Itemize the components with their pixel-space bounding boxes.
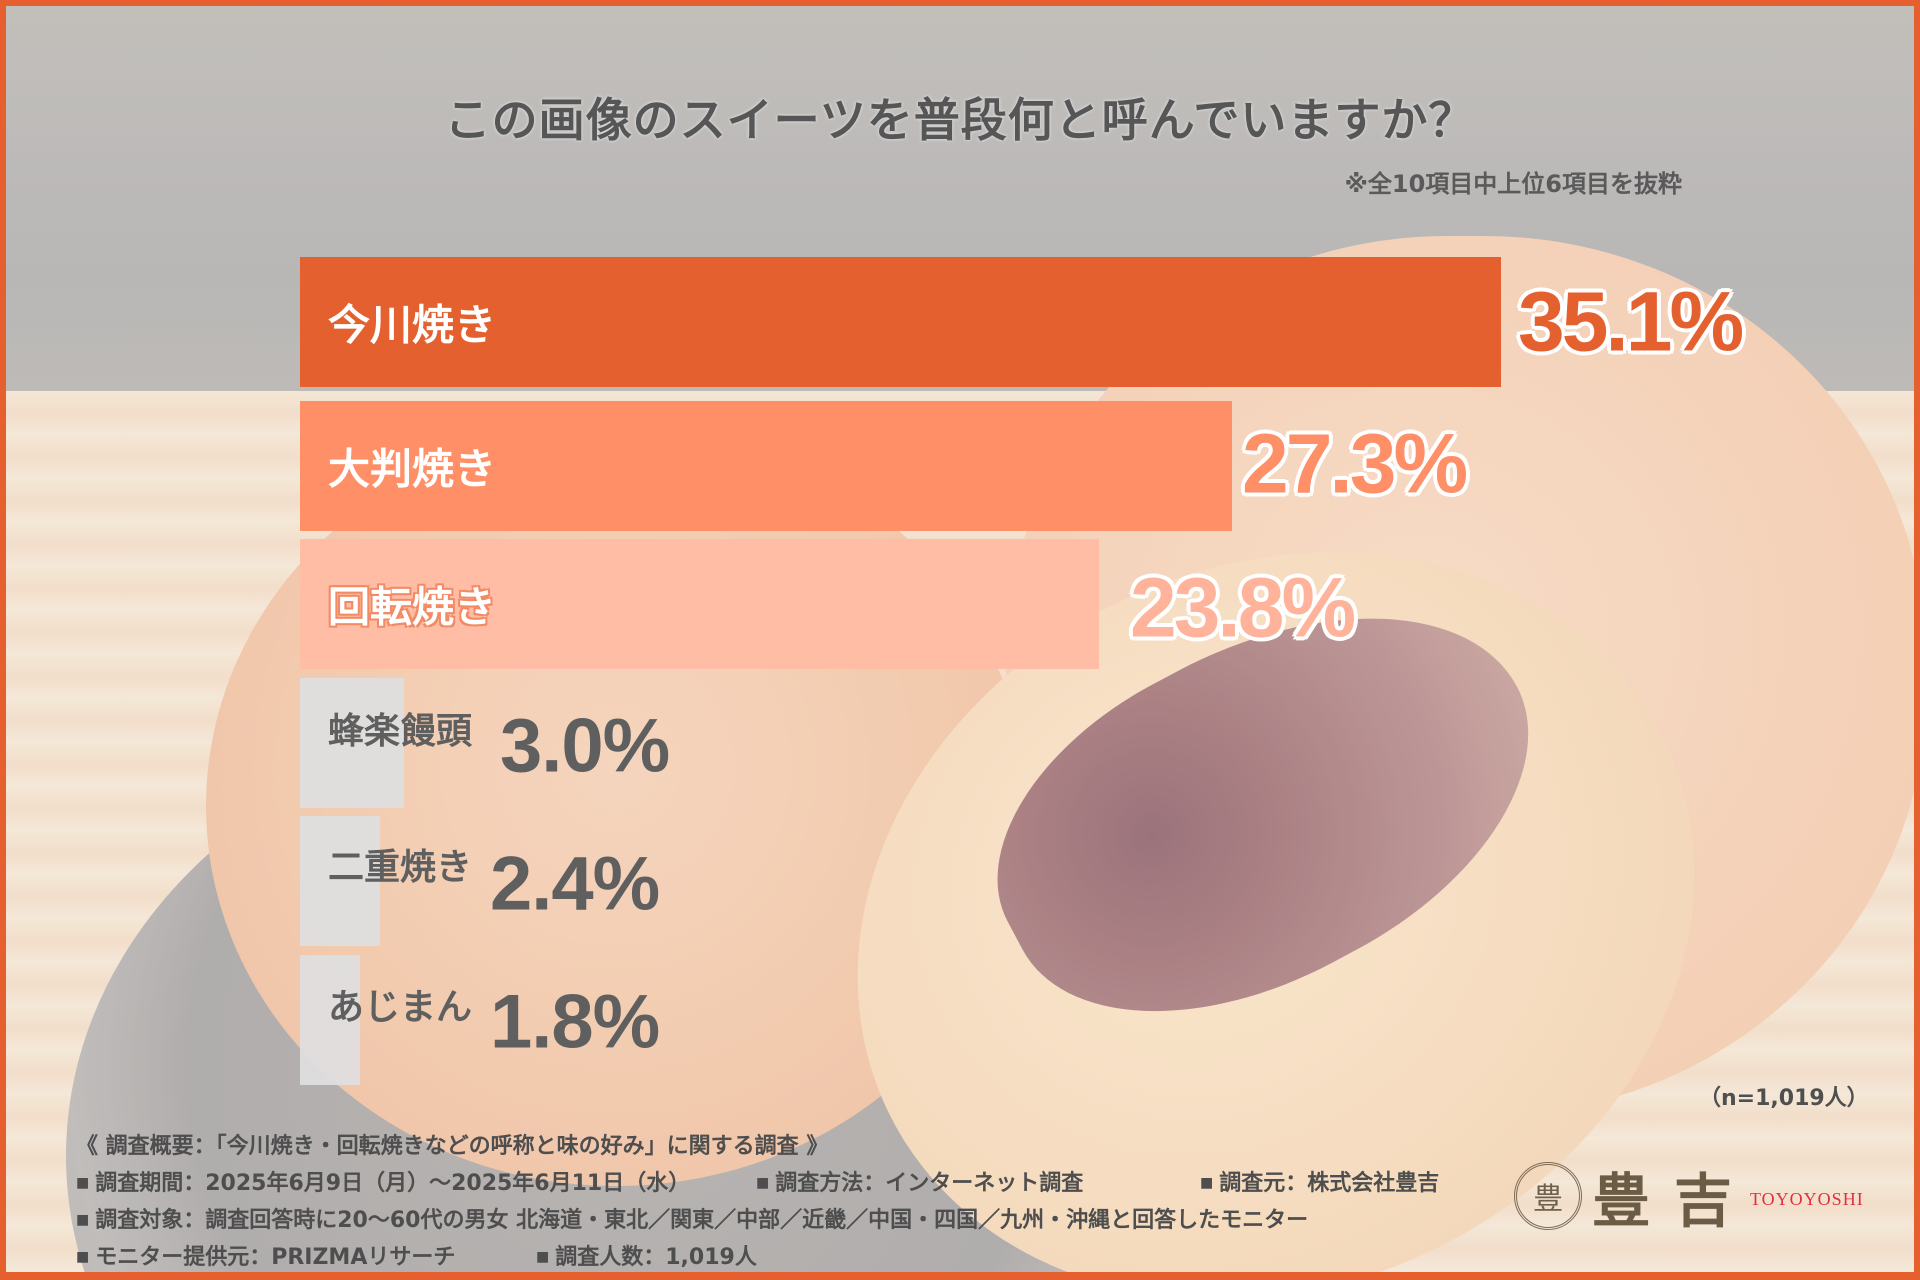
survey-target: 調査対象：調査回答時に20〜60代の男女 北海道・東北／関東／中部／近畿／中国・… [76,1208,1308,1233]
survey-heading: 《 調査概要：「今川焼き・回転焼きなどの呼称と味の好み」に関する調査 》 [76,1134,829,1159]
survey-count: 調査人数：1,019人 [536,1239,757,1272]
survey-summary: 《 調査概要：「今川焼き・回転焼きなどの呼称と味の好み」に関する調査 》 調査期… [76,1128,1439,1272]
bar-horaku-manju [300,678,404,808]
bar-label: 回転焼き [328,582,497,632]
logo-english: TOYOYOSHI [1750,1188,1864,1209]
logo-kanji: 豊吉 [1592,1167,1757,1235]
survey-period: 調査期間：2025年6月9日（月）〜2025年6月11日（水） [76,1171,690,1196]
bar-value: 23.8% [1130,560,1356,655]
bar-obanyaki: 大判焼き [300,401,1232,531]
survey-row-1: 調査期間：2025年6月9日（月）〜2025年6月11日（水） 調査方法：インタ… [76,1165,1439,1202]
toyoyoshi-logo: 豊 豊吉 TOYOYOSHI [1514,1156,1864,1236]
bar-label: あじまん [328,987,473,1028]
bar-ajiman [300,955,360,1085]
survey-method: 調査方法：インターネット調査 [756,1165,1083,1202]
survey-provider: モニター提供元：PRIZMAリサーチ [76,1245,455,1270]
bar-label: 大判焼き [328,444,497,494]
bar-value: 35.1% [1518,274,1744,369]
bar-label: 蜂楽饅頭 [328,711,473,752]
survey-source: 調査元：株式会社豊吉 [1200,1165,1439,1202]
bar-kaitenyaki: 回転焼き [300,539,1099,669]
chart-note: ※全10項目中上位6項目を抜粋 [1344,170,1682,198]
bar-value: 27.3% [1242,416,1468,511]
survey-row-3: モニター提供元：PRIZMAリサーチ 調査人数：1,019人 [76,1239,1308,1272]
seal-icon: 豊 [1514,1162,1582,1230]
bar-nijuyaki [300,816,380,946]
bar-label: 二重焼き [328,847,473,888]
bar-value: 3.0% [500,703,670,789]
survey-row-2: 調査対象：調査回答時に20〜60代の男女 北海道・東北／関東／中部／近畿／中国・… [76,1202,1308,1239]
sample-size: （n=1,019人） [1699,1086,1869,1111]
bar-value: 2.4% [490,841,660,927]
bar-label: 今川焼き [328,300,497,350]
bar-imagawayaki: 今川焼き [300,257,1501,387]
bar-value: 1.8% [490,979,660,1065]
chart-title: この画像のスイーツを普段何と呼んでいますか？ [444,93,1476,147]
